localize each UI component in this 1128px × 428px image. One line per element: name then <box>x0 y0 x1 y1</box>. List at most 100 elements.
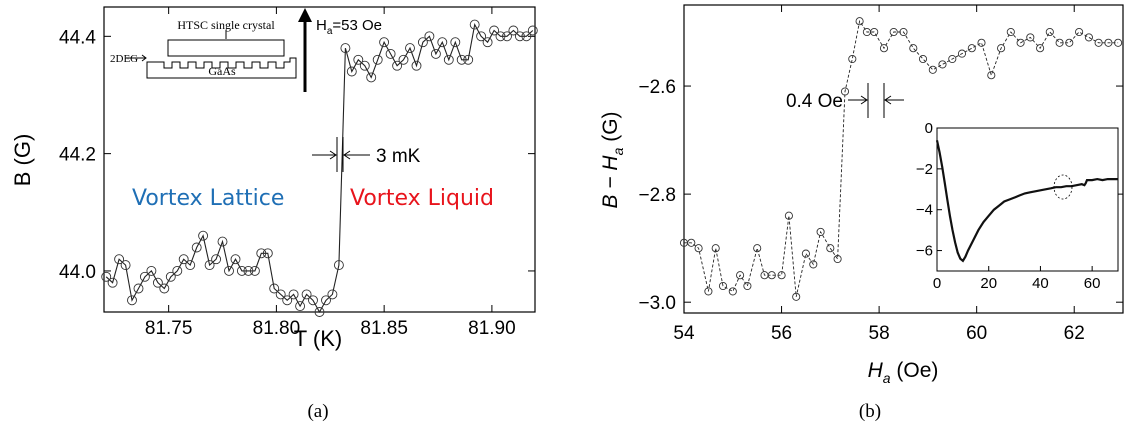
data-point <box>1006 27 1015 37</box>
data-point <box>152 277 163 288</box>
data-point <box>1026 33 1035 42</box>
inset-ticks: 0 20 40 60 0 −2 −4 −6 <box>916 120 1101 292</box>
data-point <box>398 54 409 65</box>
y-tick-label: −2.6 <box>638 77 676 98</box>
y-tick-label: 44.2 <box>59 145 96 166</box>
x-tick-label: 56 <box>771 323 792 344</box>
data-point <box>957 49 967 58</box>
data-point <box>889 27 898 37</box>
data-point <box>198 230 209 241</box>
data-point <box>282 295 293 306</box>
inset-x-tick-label: 20 <box>980 275 997 292</box>
data-point <box>430 48 441 59</box>
data-point <box>899 27 908 37</box>
x-axis-label-b: Ha (Oe) <box>868 359 939 386</box>
x-tick-label: 81.85 <box>360 318 408 339</box>
data-point <box>1075 27 1084 37</box>
inset-x-tick-label: 40 <box>1032 275 1049 292</box>
data-point <box>127 295 137 306</box>
data-point <box>489 25 500 36</box>
y-axis-label-a: B (G) <box>10 134 35 187</box>
data-point <box>288 289 299 300</box>
data-point <box>211 254 222 265</box>
data-point <box>463 54 474 65</box>
data-point <box>314 307 325 317</box>
y-tick-label: 44.4 <box>59 27 96 48</box>
data-point <box>521 31 532 42</box>
data-point <box>424 31 435 42</box>
sample-schematic-inset: HTSC single crystal 2DEG GaAs <box>110 18 297 79</box>
gaas-substrate-shape <box>146 57 297 79</box>
data-point <box>514 31 525 42</box>
data-point <box>687 238 696 247</box>
inset-y-tick-label: −6 <box>916 243 933 260</box>
panel-a: 81.75 81.80 81.85 81.90 44.0 44.2 44.4 HTSC si… <box>10 6 538 422</box>
data-point <box>1055 38 1064 47</box>
data-point <box>977 38 986 47</box>
data-point <box>508 25 519 36</box>
x-tick-label: 62 <box>1064 323 1085 344</box>
data-point <box>938 60 947 69</box>
data-point <box>482 37 493 48</box>
data-point <box>928 65 937 74</box>
data-point <box>178 254 189 265</box>
plot-a-frame <box>103 6 536 313</box>
inset-series-line <box>935 140 1118 263</box>
data-point <box>405 43 415 54</box>
data-point <box>855 17 864 26</box>
inset-gaas-label: GaAs <box>208 64 236 78</box>
vortex-lattice-label: Vortex Lattice <box>132 186 284 211</box>
x-axis-label-a: T (K) <box>294 326 342 351</box>
data-point <box>870 27 879 37</box>
plot-b-ticks: 54 56 58 60 62 −3.0 −2.8 −2.6 <box>638 5 1123 344</box>
transition-width-label: 3 mK <box>376 146 421 167</box>
y-tick-label: 44.0 <box>59 262 96 283</box>
x-tick-label: 60 <box>966 323 987 344</box>
data-point <box>249 265 260 276</box>
data-point <box>236 265 247 276</box>
data-point <box>753 244 762 253</box>
data-point <box>185 260 196 271</box>
data-point <box>443 54 454 65</box>
panel-b: 54 56 58 60 62 −3.0 −2.8 −2.6 0.4 Oe 0 20 40 60 0 −2… <box>599 4 1124 422</box>
data-point <box>767 271 776 280</box>
data-point <box>728 287 737 296</box>
data-point <box>809 260 818 269</box>
data-point <box>736 271 745 280</box>
data-point <box>191 242 202 253</box>
data-point <box>909 44 918 53</box>
data-point <box>840 87 850 96</box>
data-point <box>476 31 487 42</box>
data-point <box>1036 44 1045 53</box>
inset-frame <box>936 127 1119 272</box>
inset-crystal-label: HTSC single crystal <box>177 18 275 32</box>
plot-b-frame <box>683 4 1124 314</box>
data-point <box>967 44 976 53</box>
data-point <box>321 295 331 306</box>
data-point <box>101 271 112 282</box>
data-point <box>1104 38 1113 47</box>
inset-y-tick-label: 0 <box>925 120 933 137</box>
data-point <box>777 271 786 280</box>
data-point <box>133 283 144 294</box>
data-point <box>816 227 825 236</box>
data-point <box>694 244 703 253</box>
data-point <box>385 48 396 59</box>
data-point <box>359 60 370 71</box>
htsc-crystal-shape <box>167 39 285 57</box>
data-point <box>1094 38 1103 47</box>
inset-plot: 0 20 40 60 0 −2 −4 −6 <box>916 120 1119 292</box>
data-point <box>159 283 170 294</box>
data-point <box>411 60 422 71</box>
data-point <box>146 265 157 276</box>
x-tick-label: 54 <box>673 323 695 344</box>
y-axis-label-b: B − Ha (G) <box>599 111 626 208</box>
field-label: Ha=53 Oe <box>316 17 382 37</box>
plot-a-series-line <box>105 22 534 314</box>
x-tick-label: 81.75 <box>145 318 193 339</box>
data-point <box>353 54 364 65</box>
data-point <box>417 37 428 48</box>
data-point <box>346 66 357 77</box>
data-point <box>366 72 377 83</box>
